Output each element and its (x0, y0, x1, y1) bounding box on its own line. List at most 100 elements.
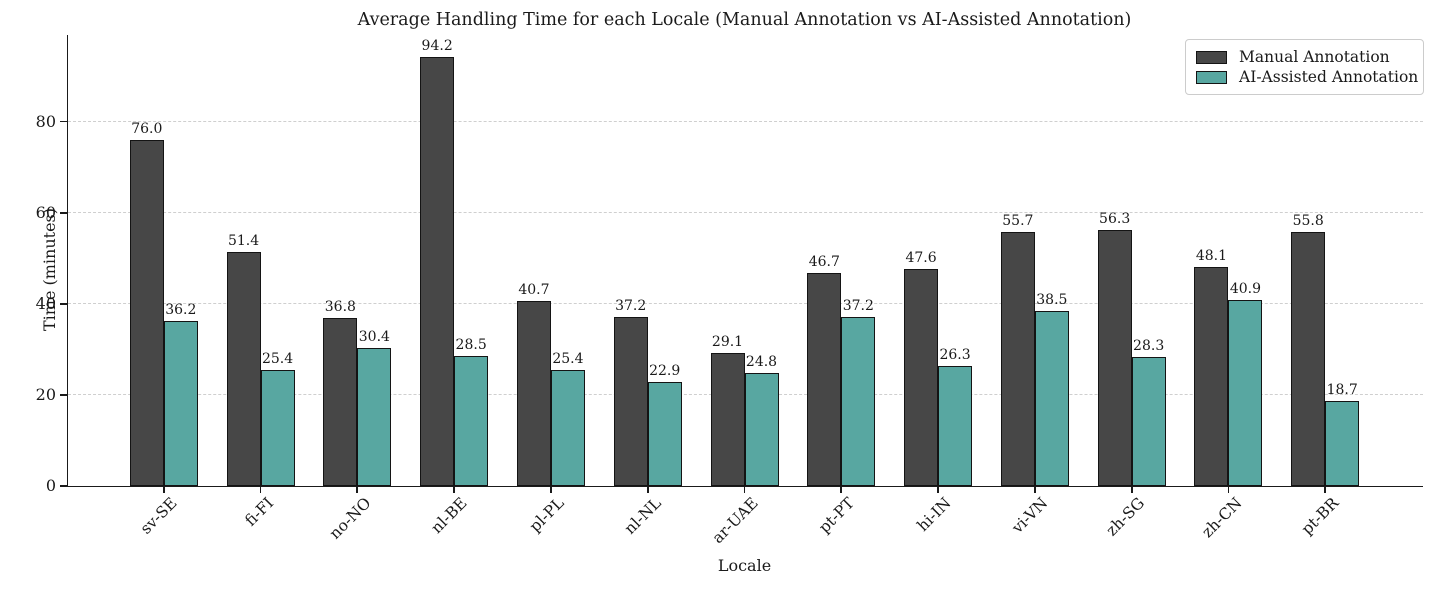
bar-ai-pl-PL (550, 370, 585, 486)
x-tick-pt-BR (1324, 486, 1327, 493)
legend-swatch-ai (1196, 70, 1227, 84)
bar-manual-pt-BR (1291, 231, 1326, 486)
x-tick-label-text: hi-IN (913, 494, 955, 535)
bar-value-label: 22.9 (649, 362, 681, 379)
bar-ai-zh-CN (1228, 299, 1263, 486)
bar-value-label: 51.4 (227, 232, 260, 249)
x-tick-label-text: no-NO (325, 494, 375, 543)
grid-line-y80 (68, 120, 1423, 122)
bar-value-label: 48.1 (1195, 247, 1228, 264)
bar-value-label: 76.0 (131, 120, 163, 137)
bar-value-label: 40.9 (1229, 280, 1262, 297)
y-tick-0 (60, 485, 67, 487)
bar-manual-nl-NL (613, 316, 648, 486)
legend-item-ai: AI-Assisted Annotation (1196, 67, 1418, 87)
bar-value-label: 36.2 (165, 302, 197, 319)
bar-manual-no-NO (323, 318, 358, 486)
x-tick-ar-UAE (743, 486, 746, 493)
bar-value-label: 29.1 (711, 334, 744, 351)
x-tick-label-text: ar-UAE (708, 494, 762, 548)
bar-ai-pt-PT (841, 316, 876, 486)
bar-manual-pl-PL (516, 300, 551, 486)
legend-label-ai: AI-Assisted Annotation (1239, 68, 1419, 86)
bar-value-label: 25.4 (552, 351, 584, 368)
x-tick-label-text: nl-NL (620, 494, 665, 538)
legend-swatch-manual (1196, 50, 1227, 64)
x-tick-label-text: sv-SE (136, 494, 181, 538)
bar-value-label: 28.3 (1133, 338, 1165, 355)
bar-value-label: 56.3 (1099, 210, 1131, 227)
x-tick-hi-IN (937, 486, 939, 493)
bar-value-label: 55.8 (1292, 212, 1324, 229)
bar-manual-zh-CN (1194, 266, 1229, 486)
bar-manual-pt-PT (807, 273, 842, 486)
y-tick-60 (60, 211, 67, 214)
y-tick-label: 0 (45, 476, 56, 495)
bar-manual-ar-UAE (710, 353, 745, 486)
x-tick-label-text: pt-PT (815, 494, 859, 537)
x-tick-label-text: pl-PL (526, 494, 568, 536)
bar-value-label: 36.8 (324, 299, 356, 316)
y-tick-80 (60, 120, 67, 123)
bar-value-label: 46.7 (808, 254, 840, 271)
bar-value-label: 37.2 (842, 297, 874, 314)
legend-label-manual: Manual Annotation (1239, 48, 1390, 66)
x-tick-label-text: vi-VN (1008, 494, 1052, 537)
bar-manual-zh-SG (1097, 229, 1132, 486)
bar-ai-hi-IN (938, 366, 973, 486)
bar-manual-hi-IN (904, 269, 939, 486)
bar-value-label: 47.6 (905, 250, 937, 267)
y-tick-40 (60, 302, 67, 305)
bar-ai-ar-UAE (744, 373, 779, 486)
bar-manual-sv-SE (129, 139, 164, 486)
x-tick-nl-NL (646, 486, 649, 493)
x-tick-nl-BE (453, 486, 456, 493)
bar-value-label: 30.4 (358, 328, 390, 345)
bar-ai-no-NO (357, 347, 392, 486)
x-tick-pl-PL (550, 486, 552, 493)
x-tick-zh-CN (1227, 486, 1230, 493)
x-tick-no-NO (356, 486, 359, 493)
bar-manual-fi-FI (226, 251, 261, 486)
bar-ai-nl-NL (647, 381, 682, 486)
legend: Manual Annotation AI-Assisted Annotation (1185, 39, 1424, 95)
y-tick-label: 60 (35, 202, 56, 222)
bar-ai-pt-BR (1325, 400, 1360, 486)
bar-value-label: 18.7 (1326, 381, 1358, 398)
x-tick-pt-PT (840, 486, 843, 493)
bar-ai-fi-FI (260, 370, 295, 486)
bar-value-label: 94.2 (421, 37, 453, 54)
bar-ai-vi-VN (1034, 310, 1069, 486)
x-tick-label-text: pt-BR (1297, 494, 1342, 539)
chart-title: Average Handling Time for each Locale (M… (357, 10, 1132, 30)
bar-value-label: 40.7 (518, 281, 550, 298)
bar-value-label: 25.4 (261, 351, 294, 368)
y-tick-label: 40 (35, 293, 56, 313)
x-tick-label-text: zh-SG (1102, 494, 1149, 540)
y-tick-label: 80 (35, 111, 56, 131)
bar-manual-vi-VN (1000, 232, 1035, 486)
y-tick-20 (60, 393, 67, 396)
x-axis-title: Locale (717, 556, 772, 575)
y-tick-label: 20 (35, 384, 56, 404)
x-tick-vi-VN (1033, 486, 1036, 493)
bar-ai-zh-SG (1131, 357, 1166, 486)
x-tick-zh-SG (1130, 486, 1133, 493)
bar-ai-nl-BE (454, 356, 489, 486)
bar-value-label: 37.2 (615, 297, 647, 314)
grid-line-y40 (68, 303, 1423, 305)
x-tick-label-text: fi-FI (241, 494, 278, 530)
bar-ai-sv-SE (163, 321, 198, 486)
bar-value-label: 26.3 (939, 347, 971, 364)
legend-item-manual: Manual Annotation (1196, 47, 1413, 67)
bar-value-label: 28.5 (455, 337, 487, 354)
bar-manual-nl-BE (420, 56, 455, 486)
x-tick-sv-SE (162, 486, 165, 493)
bar-value-label: 38.5 (1036, 291, 1068, 308)
x-tick-label-text: zh-CN (1197, 494, 1246, 542)
grid-line-y60 (68, 212, 1423, 214)
bar-value-label: 55.7 (1002, 213, 1034, 230)
bar-value-label: 24.8 (745, 354, 778, 371)
x-tick-label-text: nl-BE (427, 494, 471, 538)
